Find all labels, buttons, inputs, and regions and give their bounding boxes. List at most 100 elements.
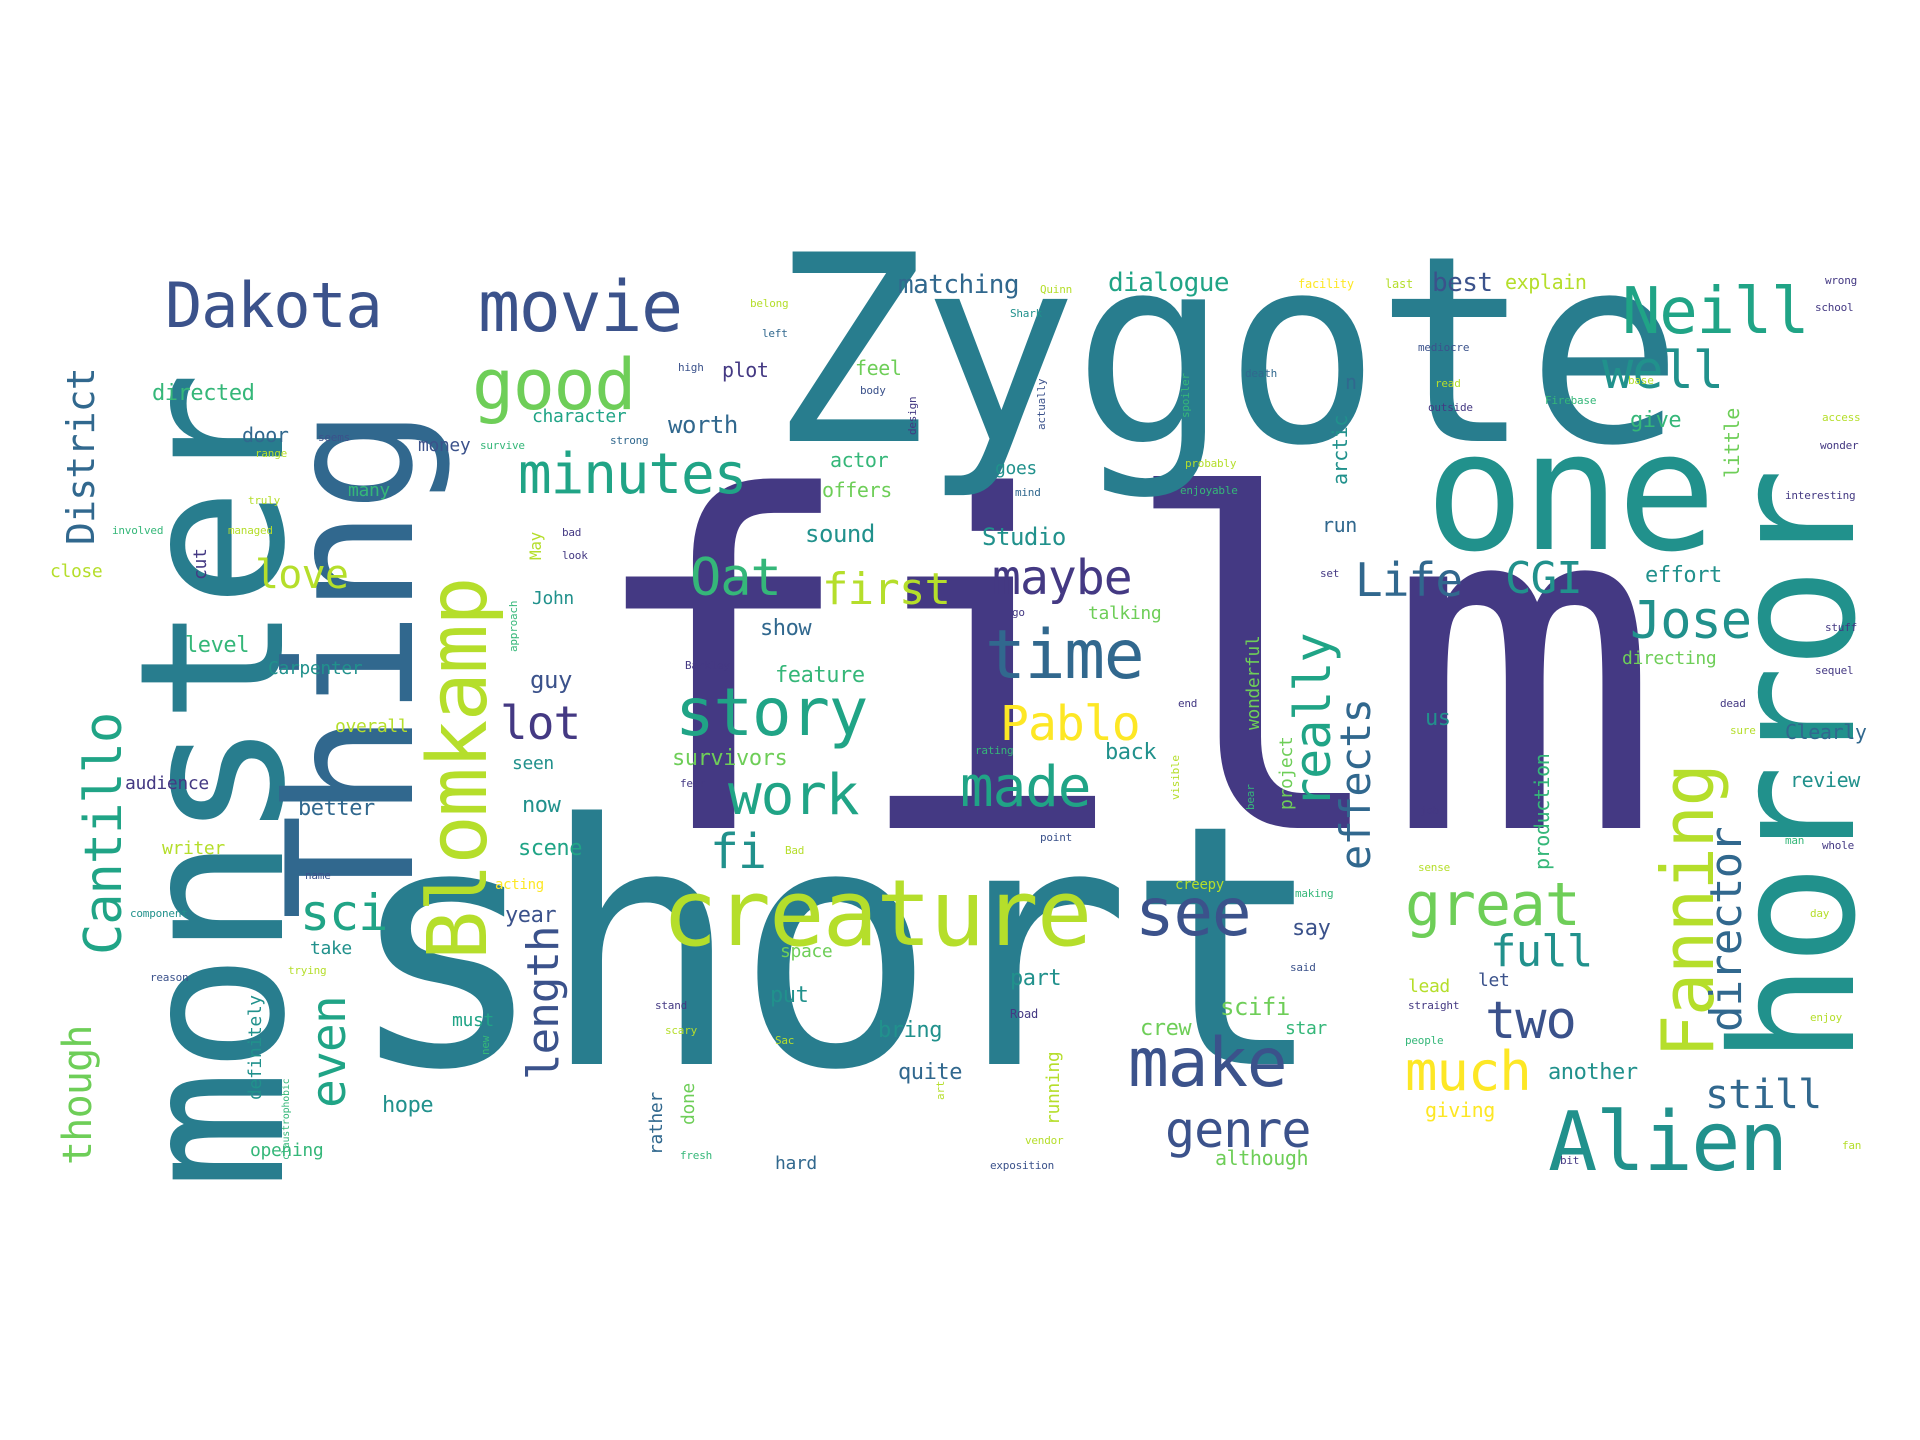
word-zygote: Zygote (770, 201, 1683, 503)
word-love: love (255, 552, 349, 598)
word-cantillo: Cantillo (74, 712, 134, 955)
word-well: well (1602, 341, 1724, 401)
word-component: component (130, 907, 188, 920)
word-high: high (678, 361, 704, 374)
word-body: body (860, 384, 886, 397)
word-must: must (452, 1010, 494, 1031)
word-little: little (1720, 408, 1744, 478)
word-district: District (59, 368, 103, 545)
word-though: though (55, 1025, 101, 1165)
word-movie: movie (478, 266, 683, 348)
word-now: now (522, 793, 561, 818)
word-cgi: CGI (1505, 553, 1583, 604)
word-people: people (1405, 1034, 1444, 1047)
word-barkley: Barkley (685, 659, 730, 672)
word-school: school (1815, 301, 1854, 314)
word-visible: visible (1169, 755, 1182, 800)
word-scifi: scifi (1220, 993, 1290, 1021)
word-wonderful: wonderful (1243, 635, 1264, 730)
word-jose: Jose (1630, 591, 1752, 651)
word-pablo: Pablo (1000, 696, 1141, 752)
word-fan: fan (1842, 1139, 1862, 1152)
word-work: work (728, 763, 860, 828)
word-give: give (1630, 408, 1682, 433)
word-another: another (1548, 1060, 1638, 1085)
word-door: door (242, 423, 289, 447)
word-dead: dead (1720, 697, 1746, 710)
word-bring: bring (878, 1018, 943, 1043)
word-man: man (1785, 834, 1805, 847)
word-left: left (762, 327, 788, 340)
word-even: even (301, 996, 357, 1108)
word-although: although (1215, 1146, 1309, 1170)
word-hard: hard (775, 1153, 817, 1174)
word-base: base (1628, 374, 1654, 387)
word-production: production (1530, 753, 1554, 870)
word-said: said (1290, 961, 1316, 974)
word-truly: truly (248, 494, 281, 507)
word-quite: quite (898, 1060, 963, 1085)
word-star: star (1285, 1018, 1327, 1039)
word-interesting: interesting (1785, 489, 1856, 502)
word-let: let (1478, 970, 1510, 991)
word-back: back (1105, 740, 1157, 765)
word-actually: actually (1035, 378, 1048, 430)
word-say: say (1292, 916, 1331, 941)
word-vendor: vendor (1025, 1134, 1064, 1147)
word-director: director (1701, 827, 1752, 1032)
word-minutes: minutes (518, 442, 747, 507)
word-lead: lead (1408, 976, 1450, 997)
word-two: two (1485, 991, 1577, 1051)
word-length: length (518, 926, 569, 1080)
word-shark: Shark (1010, 307, 1043, 320)
word-sac: Sac (775, 1034, 795, 1047)
word-alien: Alien (1548, 1095, 1788, 1190)
word-point: point (1040, 831, 1073, 844)
word-sound: sound (805, 520, 875, 548)
word-go: go (1012, 606, 1025, 619)
word-job: job (1420, 804, 1440, 817)
word-film: film (582, 402, 1662, 937)
word-time: time (985, 616, 1145, 695)
word-studio: Studio (982, 523, 1066, 551)
word-dialogue: dialogue (1108, 268, 1230, 298)
word-actor: actor (830, 448, 889, 472)
word-audience: audience (125, 773, 209, 794)
word-bad2: Bad (785, 844, 805, 857)
word-n: n (1345, 370, 1357, 394)
word-cut: cut (190, 548, 211, 580)
word-effects: effects (1331, 698, 1380, 870)
word-set: set (1320, 567, 1340, 580)
word-directed: directed (152, 381, 255, 406)
word-bit: bit (1560, 1154, 1580, 1167)
word-feel: feel (855, 356, 902, 380)
word-design: design (906, 396, 919, 435)
word-part: part (1010, 966, 1062, 991)
word-fi: fi (710, 824, 767, 880)
word-name: name (305, 869, 331, 882)
word-first: first (822, 564, 951, 615)
word-scene: scene (518, 836, 583, 861)
word-guy: guy (530, 666, 572, 694)
word-plot: plot (722, 358, 769, 382)
word-quinn: Quinn (1040, 283, 1073, 296)
word-feature: feature (775, 663, 865, 688)
word-access: access (1822, 411, 1861, 424)
word-directing: directing (1622, 648, 1717, 669)
word-definitely: definitely (245, 995, 266, 1100)
word-level: level (185, 633, 250, 658)
word-involved: involved (112, 524, 164, 537)
word-short: short (345, 754, 1327, 1144)
word-probably: probably (1185, 457, 1237, 470)
word-mediocre: mediocre (1418, 341, 1470, 354)
word-oat: Oat (690, 548, 782, 608)
word-exposition: exposition (990, 1159, 1055, 1172)
word-put: put (770, 983, 809, 1008)
word-stuff: stuff (1825, 621, 1858, 634)
word-clearly: Clearly (1785, 720, 1867, 744)
word-may: May (526, 532, 545, 560)
word-belong: belong (750, 297, 789, 310)
word-money: money (418, 435, 471, 456)
word-survivors: survivors (672, 746, 788, 771)
